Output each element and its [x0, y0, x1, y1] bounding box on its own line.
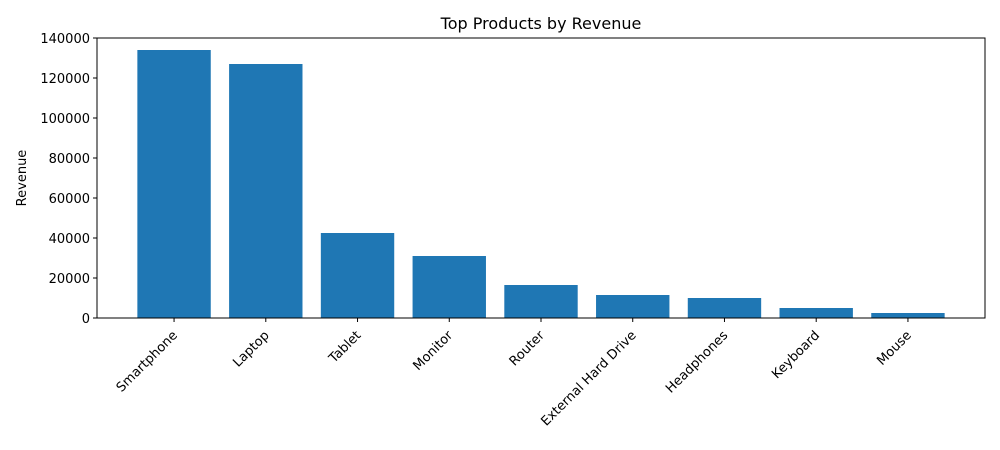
x-tick-label: Mouse: [874, 328, 914, 368]
y-axis-label: Revenue: [15, 150, 30, 207]
x-tick-label: Monitor: [411, 328, 457, 374]
y-tick-label: 20000: [49, 272, 90, 287]
plot-frame: [96, 37, 986, 319]
bar: [687, 298, 762, 318]
y-tick-label: 80000: [49, 152, 90, 167]
y-tick-label: 40000: [49, 232, 90, 247]
x-tick-label: Tablet: [326, 328, 365, 367]
x-tick-label: Smartphone: [114, 328, 181, 395]
y-tick-label: 140000: [40, 32, 90, 47]
y-tick-label: 120000: [40, 72, 90, 87]
x-tick-label: Headphones: [663, 328, 731, 396]
x-tick-label: Laptop: [230, 328, 272, 370]
chart-title: Top Products by Revenue: [440, 14, 642, 33]
y-tick-label: 60000: [49, 192, 90, 207]
bar: [229, 64, 303, 318]
x-tick-label: Keyboard: [769, 328, 823, 382]
bar: [871, 313, 945, 318]
x-tick-label: Router: [507, 328, 549, 370]
y-tick-label: 0: [82, 312, 90, 327]
bar: [412, 256, 486, 318]
bar: [137, 50, 211, 318]
bar: [504, 285, 578, 318]
bar: [320, 233, 395, 318]
bar: [779, 308, 853, 318]
x-tick-label: External Hard Drive: [538, 328, 639, 429]
bar: [596, 295, 670, 318]
y-tick-label: 100000: [40, 112, 90, 127]
